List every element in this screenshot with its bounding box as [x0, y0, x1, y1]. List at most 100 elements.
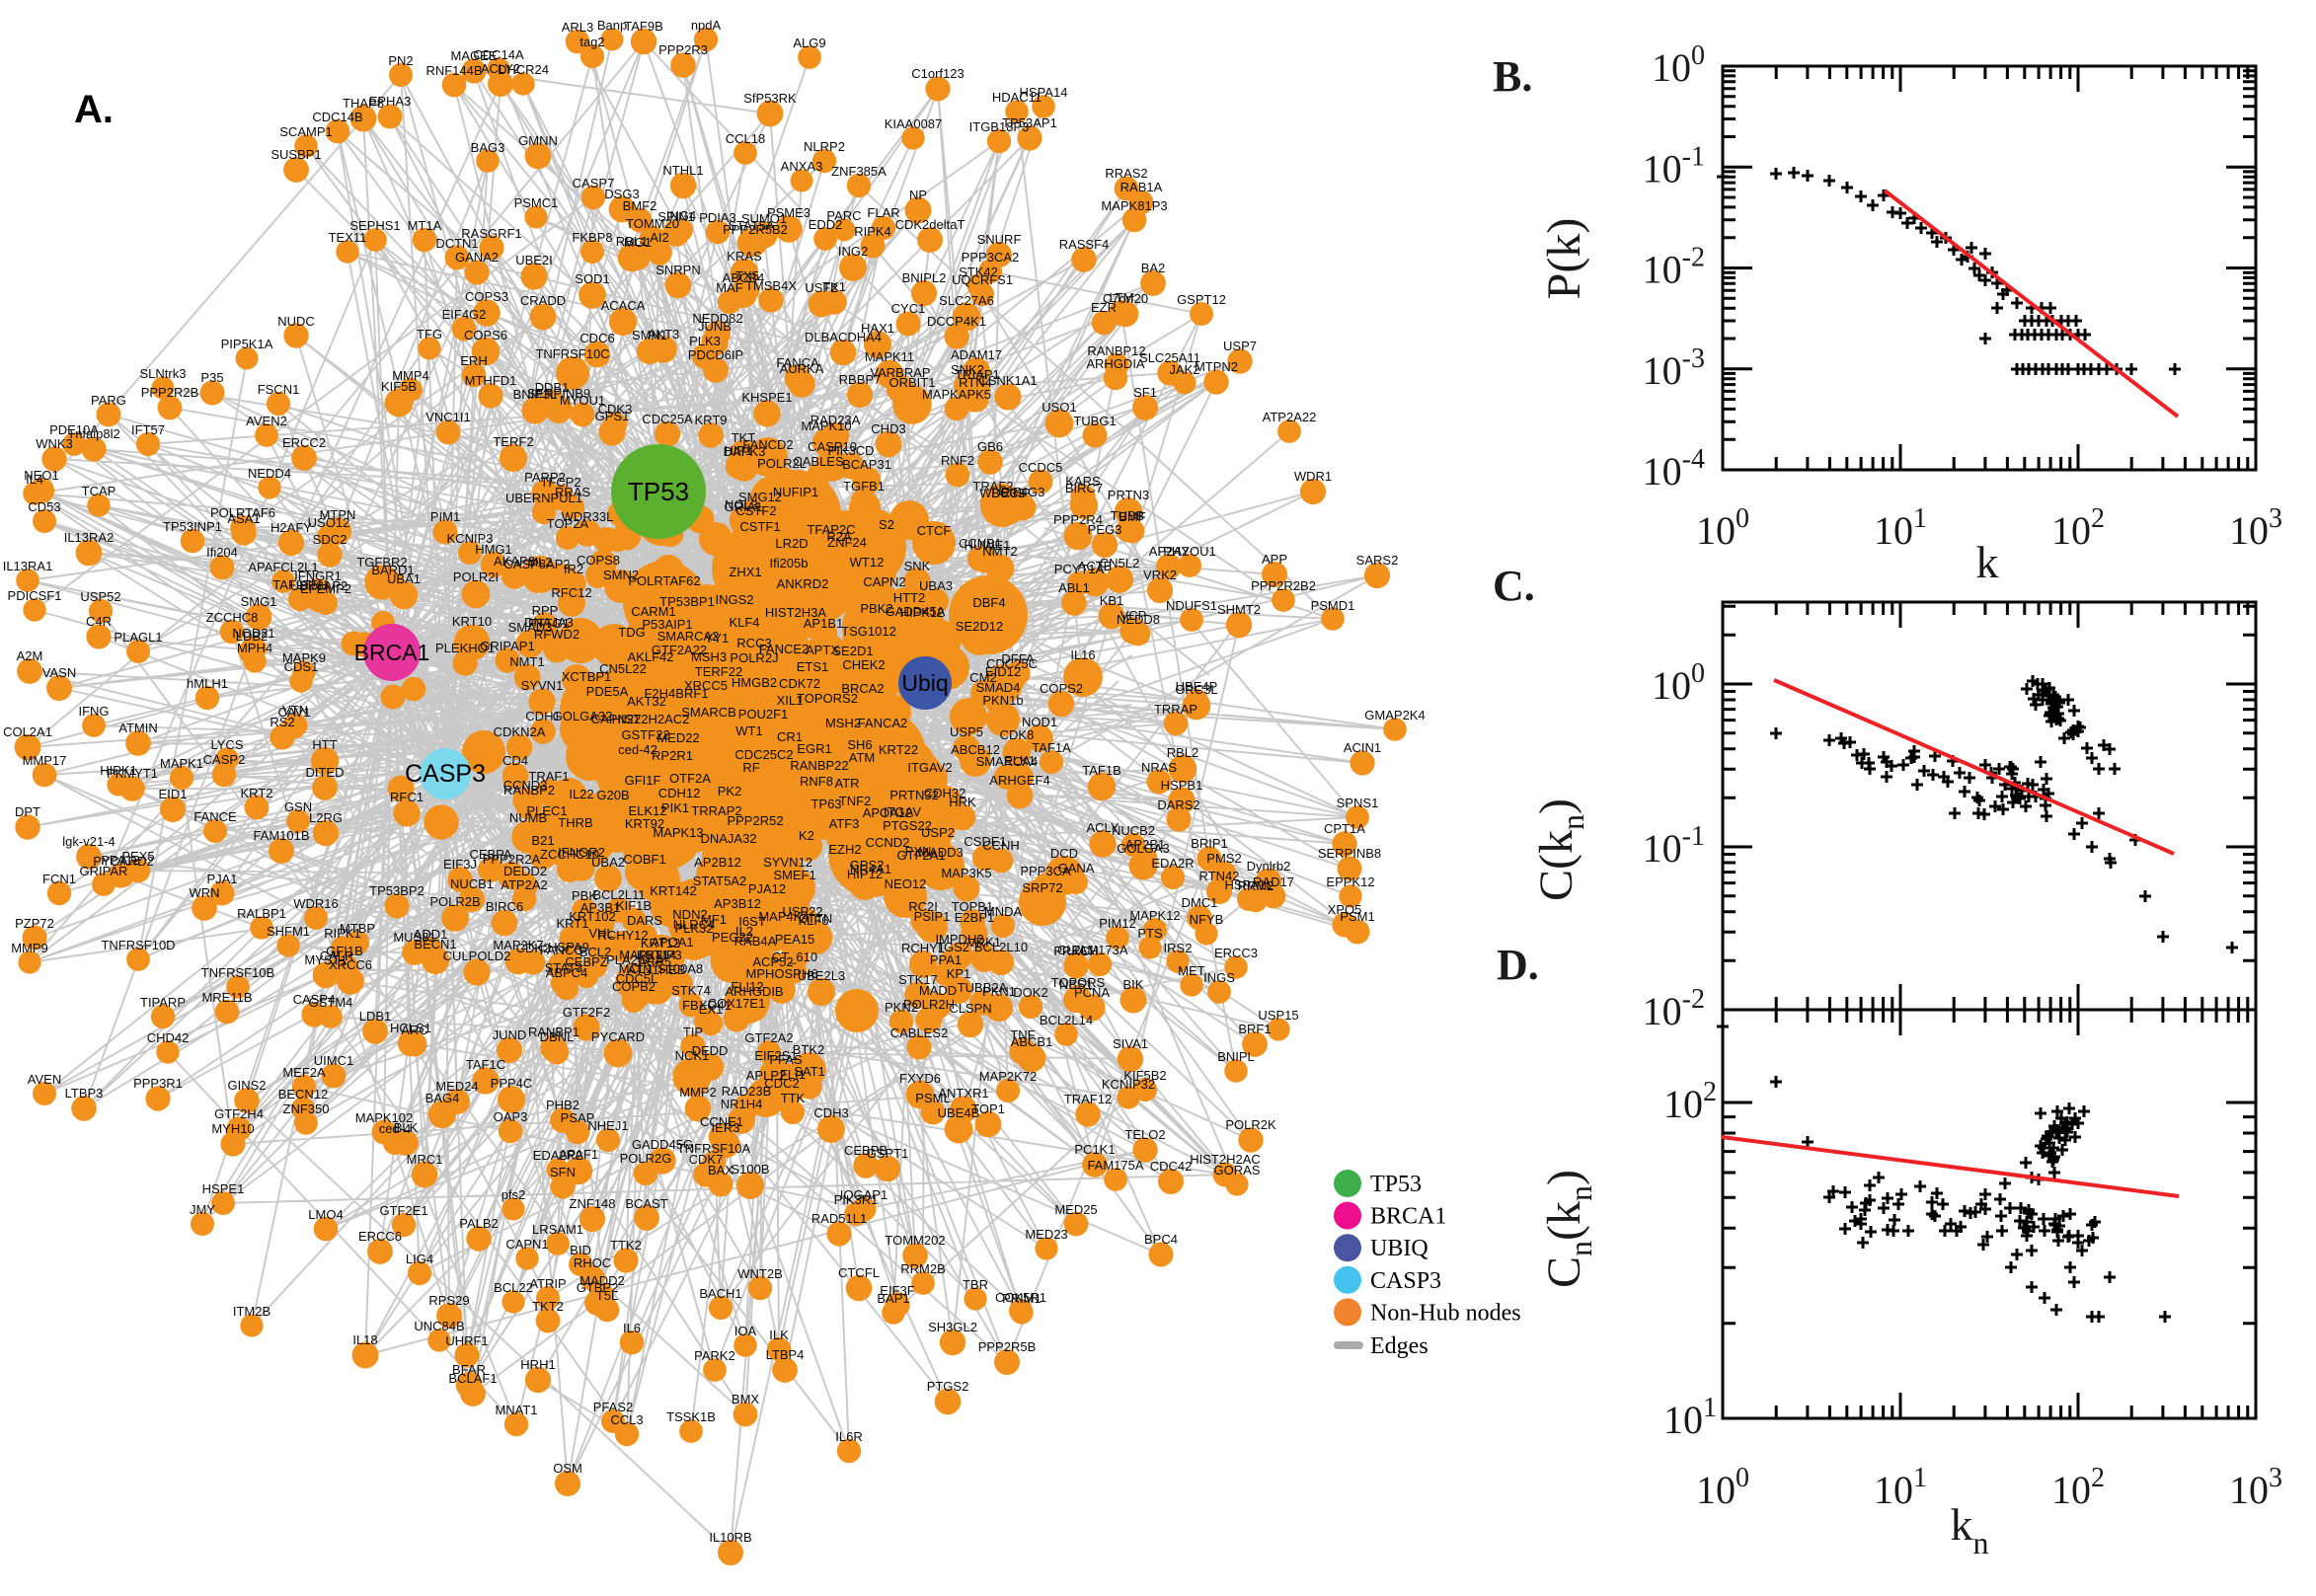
- svg-text:FSCN1: FSCN1: [258, 382, 300, 397]
- svg-text:AVEN2: AVEN2: [246, 414, 287, 428]
- svg-text:ATRIP: ATRIP: [529, 1276, 566, 1291]
- svg-text:GTF2E1: GTF2E1: [379, 1203, 427, 1218]
- svg-text:GPS2: GPS2: [850, 858, 885, 873]
- svg-text:GSPT12: GSPT12: [1177, 292, 1226, 307]
- svg-text:GANA2: GANA2: [455, 250, 499, 265]
- svg-text:OSM: OSM: [553, 1461, 582, 1476]
- svg-text:KRT10: KRT10: [452, 614, 492, 629]
- svg-text:AP2B1: AP2B1: [1125, 837, 1165, 852]
- svg-text:RRAS: RRAS: [555, 485, 590, 499]
- svg-text:PSME3: PSME3: [767, 205, 811, 220]
- svg-text:BNIPL2: BNIPL2: [902, 270, 947, 285]
- svg-text:PEX5: PEX5: [121, 849, 154, 864]
- svg-text:TKT2: TKT2: [532, 1299, 564, 1314]
- svg-text:GANA: GANA: [1058, 861, 1095, 875]
- svg-text:CPT1A: CPT1A: [1324, 821, 1365, 836]
- svg-text:ced-4: ced-4: [379, 1121, 412, 1136]
- svg-text:JAK2: JAK2: [1169, 362, 1199, 377]
- svg-text:STK42: STK42: [959, 265, 998, 279]
- svg-text:Tnfaip8l2: Tnfaip8l2: [67, 426, 119, 441]
- svg-text:TAF1A: TAF1A: [1032, 740, 1071, 755]
- svg-text:SMARCB: SMARCB: [681, 705, 736, 720]
- svg-text:UBE2I: UBE2I: [515, 253, 553, 267]
- svg-text:DLBACDHA4: DLBACDHA4: [805, 330, 882, 344]
- svg-text:MTPN: MTPN: [320, 507, 356, 522]
- svg-text:NDUFS1: NDUFS1: [1166, 598, 1217, 613]
- svg-text:GORAS: GORAS: [1214, 1163, 1261, 1178]
- svg-text:BARD1: BARD1: [371, 563, 414, 577]
- svg-text:PPP2R5B: PPP2R5B: [978, 1339, 1037, 1354]
- svg-text:RAB1A: RAB1A: [1120, 180, 1163, 194]
- svg-text:RASSF4: RASSF4: [1059, 237, 1110, 252]
- svg-text:PTGS22: PTGS22: [883, 818, 932, 833]
- svg-text:TERF22: TERF22: [695, 664, 742, 679]
- svg-text:C7orf20: C7orf20: [1103, 291, 1148, 306]
- svg-text:SNK: SNK: [904, 559, 931, 573]
- svg-text:CSTF1: CSTF1: [739, 519, 780, 534]
- svg-text:SMN2: SMN2: [603, 568, 639, 582]
- svg-text:CARM1: CARM1: [631, 604, 676, 619]
- svg-text:EZR: EZR: [1091, 300, 1117, 315]
- svg-text:MCL1: MCL1: [619, 961, 654, 976]
- svg-text:RNF2: RNF2: [941, 453, 974, 468]
- svg-text:MAPK81P3: MAPK81P3: [1101, 198, 1167, 213]
- svg-text:TOMM202: TOMM202: [885, 1233, 945, 1248]
- svg-text:GADD45G: GADD45G: [632, 1137, 693, 1152]
- svg-text:CHD3: CHD3: [871, 421, 905, 436]
- svg-text:MADD2: MADD2: [579, 1273, 625, 1288]
- svg-text:UBIQ: UBIQ: [1370, 1236, 1428, 1261]
- svg-text:RAD51L1: RAD51L1: [811, 1211, 867, 1226]
- svg-text:PZP72: PZP72: [15, 916, 54, 931]
- svg-text:ITGAV2: ITGAV2: [907, 760, 952, 775]
- svg-text:HSPE1: HSPE1: [202, 1181, 245, 1196]
- svg-text:BIK: BIK: [1123, 977, 1144, 992]
- svg-text:KIAA0087: KIAA0087: [885, 116, 943, 131]
- svg-text:BMF: BMF: [1119, 509, 1146, 524]
- svg-text:PPP4C: PPP4C: [491, 1076, 533, 1091]
- svg-text:BRCA1: BRCA1: [354, 640, 430, 665]
- svg-text:EIF3F: EIF3F: [880, 1283, 914, 1298]
- svg-text:XCTBP1: XCTBP1: [562, 669, 612, 684]
- svg-text:BMF2: BMF2: [623, 198, 657, 213]
- svg-text:TEX11: TEX11: [329, 230, 367, 245]
- svg-text:HSPB1: HSPB1: [1161, 778, 1203, 793]
- svg-text:ERH: ERH: [460, 353, 487, 368]
- svg-text:NUFIP1: NUFIP1: [773, 485, 818, 499]
- svg-text:BRCA2: BRCA2: [841, 681, 884, 696]
- svg-text:GFI1F: GFI1F: [625, 773, 661, 788]
- svg-text:MET: MET: [1178, 963, 1205, 978]
- svg-text:GSPT1: GSPT1: [867, 1146, 909, 1161]
- svg-text:IFNGR1: IFNGR1: [294, 569, 342, 583]
- svg-text:ARL3: ARL3: [562, 20, 594, 35]
- svg-text:CHEK2: CHEK2: [842, 657, 885, 672]
- svg-text:ZCCHC8: ZCCHC8: [206, 610, 259, 625]
- svg-text:CSNK1A1: CSNK1A1: [978, 373, 1037, 388]
- svg-text:JMY: JMY: [190, 1202, 215, 1217]
- svg-text:KRT14: KRT14: [637, 948, 676, 962]
- svg-text:MNAT1: MNAT1: [495, 1403, 537, 1417]
- svg-text:Ifi205b: Ifi205b: [769, 556, 808, 570]
- svg-text:BRF1: BRF1: [1238, 1022, 1271, 1036]
- svg-text:COBF1: COBF1: [623, 852, 665, 867]
- svg-text:SUMO1: SUMO1: [741, 211, 787, 226]
- svg-text:TGS2: TGS2: [936, 940, 969, 954]
- svg-text:PSMD1: PSMD1: [1311, 598, 1355, 613]
- svg-text:PARK2: PARK2: [694, 1348, 735, 1363]
- svg-text:PSAP: PSAP: [561, 1110, 595, 1125]
- svg-text:ETS1: ETS1: [797, 659, 829, 674]
- svg-text:ced-42: ced-42: [618, 742, 657, 757]
- svg-text:TFCP2: TFCP2: [540, 475, 580, 490]
- svg-text:SH3GL2: SH3GL2: [928, 1320, 977, 1334]
- svg-text:IER3: IER3: [712, 1120, 740, 1135]
- svg-text:Dynlrb2: Dynlrb2: [1247, 859, 1291, 874]
- svg-text:MAP3K5: MAP3K5: [941, 866, 991, 880]
- svg-text:KHSPE1: KHSPE1: [741, 390, 792, 405]
- svg-text:S2: S2: [879, 517, 894, 532]
- svg-text:JUNB: JUNB: [698, 319, 732, 334]
- svg-text:MYOU1: MYOU1: [560, 393, 605, 408]
- svg-text:TERF2: TERF2: [493, 434, 533, 449]
- svg-text:WNK3: WNK3: [36, 436, 73, 451]
- svg-text:SMAD3: SMAD3: [508, 620, 553, 635]
- svg-text:G20B: G20B: [596, 788, 629, 802]
- svg-text:DDB1: DDB1: [535, 380, 570, 395]
